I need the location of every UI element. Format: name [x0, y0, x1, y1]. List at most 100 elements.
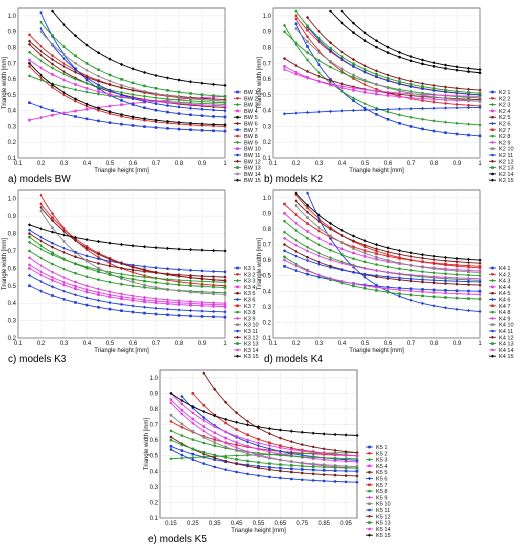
data-point — [420, 256, 425, 260]
series-line-9 — [284, 237, 481, 280]
data-point — [51, 294, 54, 297]
data-point — [85, 290, 89, 294]
data-point — [351, 264, 356, 268]
data-point — [317, 262, 321, 266]
legend-label: K4 2 — [499, 272, 511, 278]
data-point — [311, 431, 315, 435]
data-point — [478, 88, 482, 92]
data-point — [142, 275, 147, 279]
legend-label: BW 11 — [244, 153, 260, 159]
data-point — [180, 412, 184, 416]
data-point — [189, 274, 192, 277]
data-point — [74, 97, 77, 101]
data-point — [119, 242, 124, 247]
data-point — [85, 254, 89, 258]
data-point — [213, 454, 217, 459]
legend-label: K5 10 — [376, 502, 391, 508]
legend-label: K3 5 — [244, 291, 256, 297]
data-point — [317, 213, 321, 217]
legend-label: K2 2 — [499, 96, 511, 102]
data-point — [466, 122, 471, 126]
data-point — [200, 300, 204, 304]
x-tick-label: 0.65 — [275, 521, 287, 527]
data-point — [165, 307, 170, 311]
data-point — [443, 275, 448, 279]
data-point — [279, 466, 282, 470]
data-point — [398, 261, 401, 265]
data-point — [375, 255, 378, 259]
data-point — [108, 262, 112, 265]
data-point — [108, 273, 112, 277]
legend-label: K2 15 — [499, 178, 514, 184]
data-point — [306, 255, 309, 259]
data-point — [290, 477, 293, 481]
data-point — [398, 95, 401, 99]
legend-marker — [491, 166, 494, 169]
y-tick-label: 0.1 — [263, 336, 272, 342]
y-tick-label: 0.5 — [8, 284, 17, 290]
data-point — [62, 62, 66, 65]
legend-label: K3 12 — [244, 335, 259, 341]
y-tick-label: 0.9 — [8, 214, 17, 220]
legend-marker — [490, 178, 495, 182]
data-point — [386, 254, 390, 258]
data-point — [317, 74, 321, 78]
legend-marker — [367, 476, 372, 481]
legend-marker — [368, 445, 371, 449]
data-point — [200, 282, 204, 286]
data-point — [177, 247, 181, 251]
data-point — [311, 455, 315, 459]
data-point — [177, 274, 181, 278]
x-tick-label: 0.7 — [152, 161, 161, 167]
data-point — [154, 118, 158, 122]
data-point — [189, 269, 192, 272]
data-point — [177, 268, 181, 271]
data-point — [189, 97, 192, 100]
y-axis-label: Triangle width [mm] — [2, 57, 8, 109]
data-point — [306, 222, 309, 225]
data-point — [154, 100, 158, 103]
data-point — [328, 256, 333, 260]
data-point — [120, 295, 123, 299]
x-tick-label: 0.4 — [338, 161, 347, 167]
data-point — [432, 261, 436, 265]
data-point — [108, 57, 112, 61]
data-point — [478, 99, 482, 103]
data-point — [224, 456, 227, 459]
data-point — [467, 270, 470, 274]
y-tick-label: 0.5 — [263, 93, 272, 99]
data-point — [340, 233, 344, 238]
data-point — [455, 106, 459, 110]
data-point — [363, 68, 367, 71]
data-point — [333, 464, 337, 467]
data-point — [143, 274, 146, 277]
legend-label: K5 11 — [376, 508, 390, 514]
y-tick-label: 0.2 — [263, 320, 272, 326]
data-point — [340, 89, 344, 93]
data-point — [294, 9, 298, 13]
series-line-10 — [29, 59, 226, 107]
chart-panel-5: 0.15 0.25 0.35 0.45 0.55 0.65 0.75 0.85 0.95 0.1 0… — [144, 369, 391, 545]
data-point — [120, 266, 123, 270]
data-point — [131, 115, 135, 119]
series-line-11 — [29, 229, 226, 273]
data-point — [223, 315, 227, 319]
data-point — [322, 447, 326, 451]
data-point — [189, 303, 192, 307]
data-point — [443, 106, 448, 110]
data-point — [340, 55, 344, 59]
data-point — [421, 127, 424, 131]
legend-label: K2 11 — [499, 153, 513, 159]
chart-panel-4: 0.1 0.2 0.3 0.4 0.5 0.6 0.7 0.8 0.9 1 0.1 0.2 0.3 0.4… — [257, 189, 514, 365]
chart-panel-1: 0.1 0.2 0.3 0.4 0.5 0.6 0.7 0.8 0.9 1 0.1 0.2 0.3 0.4… — [2, 7, 261, 185]
data-point — [166, 300, 169, 304]
data-point — [180, 398, 184, 403]
data-point — [282, 236, 287, 240]
data-point — [119, 292, 124, 296]
data-point — [62, 280, 66, 284]
data-point — [154, 306, 158, 310]
data-point — [478, 67, 482, 72]
x-tick-label: 0.7 — [407, 341, 416, 347]
legend-marker — [490, 159, 495, 163]
data-point — [317, 63, 321, 67]
